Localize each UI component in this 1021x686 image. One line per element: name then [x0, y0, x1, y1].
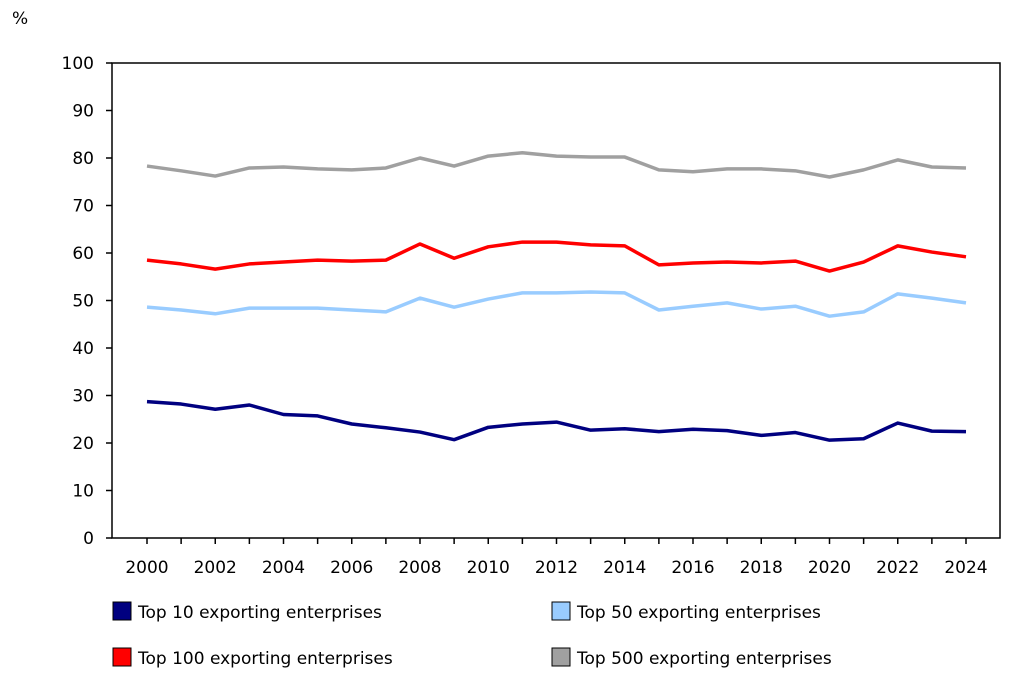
- x-tick-label: 2016: [671, 558, 714, 578]
- y-tick-label: 50: [72, 292, 94, 312]
- x-tick-label: 2020: [808, 558, 851, 578]
- x-tick-label: 2012: [535, 558, 578, 578]
- y-tick-label: 40: [72, 339, 94, 359]
- legend-label: Top 500 exporting enterprises: [576, 649, 832, 669]
- series-line-2: [147, 292, 966, 316]
- legend-swatch: [552, 602, 570, 620]
- y-tick-label: 0: [83, 529, 94, 549]
- x-tick-label: 2022: [876, 558, 919, 578]
- series-line-1: [147, 402, 966, 440]
- y-tick-label: 10: [72, 482, 94, 502]
- y-tick-label: 80: [72, 149, 94, 169]
- legend-swatch: [552, 648, 570, 666]
- legend-swatch: [113, 602, 131, 620]
- legend: Top 10 exporting enterprises Top 50 expor…: [113, 602, 832, 669]
- y-tick-label: 100: [62, 54, 94, 74]
- x-tick-label: 2010: [467, 558, 510, 578]
- x-tick-label: 2004: [262, 558, 305, 578]
- legend-label: Top 10 exporting enterprises: [137, 603, 382, 623]
- plot-frame: [112, 63, 1000, 538]
- y-axis-unit-label: %: [12, 9, 28, 29]
- x-tick-label: 2002: [194, 558, 237, 578]
- y-tick-label: 30: [72, 387, 94, 407]
- y-tick-label: 60: [72, 244, 94, 264]
- legend-label: Top 50 exporting enterprises: [576, 603, 821, 623]
- series-line-3: [147, 242, 966, 271]
- y-tick-label: 20: [72, 434, 94, 454]
- x-tick-label: 2014: [603, 558, 646, 578]
- x-axis: 2000 2002 2004 2006 2008 2010 2012 2014 2016 2018…: [125, 538, 987, 578]
- series-line-4: [147, 153, 966, 177]
- y-tick-label: 90: [72, 102, 94, 122]
- x-tick-label: 2000: [125, 558, 168, 578]
- y-axis: 0 10 20 30 40 50 60 70 80 90 100: [62, 54, 112, 549]
- x-tick-label: 2024: [944, 558, 987, 578]
- x-tick-label: 2006: [330, 558, 373, 578]
- series-lines: [147, 153, 966, 441]
- legend-label: Top 100 exporting enterprises: [137, 649, 393, 669]
- legend-swatch: [113, 648, 131, 666]
- x-tick-label: 2008: [398, 558, 441, 578]
- y-tick-label: 70: [72, 197, 94, 217]
- x-tick-label: 2018: [740, 558, 783, 578]
